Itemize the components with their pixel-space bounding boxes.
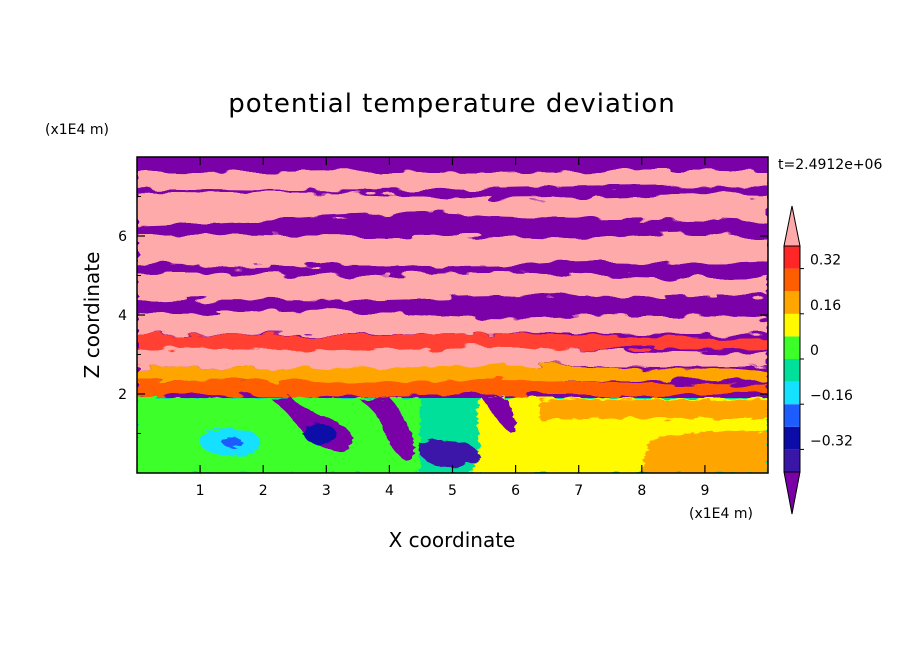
colorbar-segment [784,313,800,337]
band-mixed [137,379,768,398]
x-tick-label: 8 [637,483,646,499]
band-pink-3 [137,272,768,302]
x-unit-label: (x1E4 m) [689,506,753,522]
y-axis-label: Z coordinate [80,252,104,379]
eddy-2 [360,398,415,461]
band-orange [137,365,768,384]
y-tick-label: 6 [118,229,127,245]
colorbar-segment [784,449,800,472]
colorbar-tick-label: 0.32 [810,253,841,269]
colorbar-segment [784,404,800,427]
y-axis: 2 4 6 [118,196,768,434]
field-plot [137,157,768,473]
eddy-cyan-core [222,437,242,447]
band-pink-5 [137,347,768,370]
colorbar-segment [784,359,800,382]
eddy-4 [482,398,516,434]
colorbar-extend-high [783,205,801,247]
band-red [137,333,768,354]
x-axis: 1 2 3 4 5 6 7 8 9 [196,157,709,499]
colorbar-tick-label: −0.16 [810,388,853,404]
x-tick-label: 4 [385,483,394,499]
colorbar-segment [784,246,800,269]
x-tick-label: 7 [574,483,583,499]
x-tick-label: 1 [196,483,205,499]
band-pink-1 [137,192,768,226]
x-tick-label: 3 [322,483,331,499]
colorbar-tick-label: 0.16 [810,298,841,314]
time-label: t=2.4912e+06 [778,157,882,173]
colorbar-segment [784,381,800,405]
colorbar-segment [784,268,800,292]
colorbar-segment [784,336,800,359]
colorbar-tick-label: −0.32 [810,433,853,449]
x-tick-label: 5 [448,483,457,499]
band-pink-2 [137,233,768,268]
x-axis-label: X coordinate [389,528,516,552]
band-top-pink [137,170,768,191]
y-tick-label: 4 [118,308,127,324]
band-pink-4 [137,311,768,336]
lower-right-orange [540,399,768,420]
colorbar: 0.32 0.16 0 −0.16 −0.32 [783,205,853,515]
y-tick-label: 2 [118,387,127,403]
lower-right-orange-2 [640,430,768,473]
lower-left-green [137,398,420,473]
x-tick-label: 6 [511,483,520,499]
x-tick-label: 2 [259,483,268,499]
y-unit-label: (x1E4 m) [45,122,109,138]
colorbar-segment [784,291,800,314]
chart-title: potential temperature deviation [228,89,675,119]
x-tick-label: 9 [700,483,709,499]
eddy-blue [304,424,336,444]
colorbar-tick-label: 0 [810,343,819,359]
eddy-3 [418,439,479,468]
colorbar-extend-low [783,471,801,515]
colorbar-segment [784,426,800,450]
